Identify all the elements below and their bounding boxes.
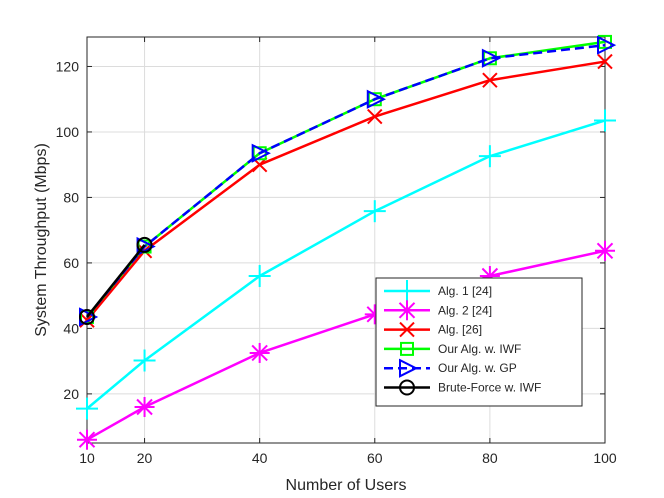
data-point [249, 342, 270, 363]
axis-ticks: 10 20 40 60 80 100 20 40 60 80 100 120 [56, 37, 617, 466]
x-tick-label: 40 [252, 450, 268, 466]
series-line [86, 244, 146, 318]
y-tick-label: 100 [56, 124, 80, 140]
legend-label: Alg. [26] [438, 323, 482, 337]
legend-entry: Alg. 1 [24] [384, 280, 492, 302]
data-point [481, 48, 502, 68]
data-point [594, 109, 616, 132]
legend-marker [396, 280, 418, 302]
series-line [86, 249, 606, 441]
plot-area [86, 36, 606, 444]
data-point [363, 200, 386, 223]
data-point [478, 145, 501, 168]
legend-marker [400, 341, 414, 356]
data-point [133, 349, 156, 372]
data-point [77, 429, 97, 450]
data-point [595, 240, 615, 261]
legend-marker [399, 379, 415, 396]
y-tick-label: 40 [63, 320, 79, 336]
legend-marker [399, 358, 419, 378]
legend-entry: Alg. 2 [24] [384, 300, 492, 321]
series-line [86, 119, 606, 410]
data-point [597, 53, 613, 70]
legend-label: Our Alg. w. IWF [438, 342, 521, 356]
series-group [76, 34, 617, 450]
y-tick-label: 20 [63, 386, 79, 402]
data-point [366, 89, 387, 109]
y-axis-label: System Throughput (Mbps) [33, 143, 50, 337]
data-point [79, 308, 95, 325]
x-tick-label: 20 [137, 450, 153, 466]
x-tick-label: 60 [367, 450, 383, 466]
series-6 [79, 236, 153, 325]
legend-entry: Our Alg. w. GP [384, 358, 517, 378]
legend-label: Alg. 2 [24] [438, 303, 492, 317]
x-axis-label: Number of Users [286, 477, 407, 494]
legend-label: Brute-Force w. IWF [438, 381, 541, 395]
legend-entry: Brute-Force w. IWF [384, 379, 541, 396]
data-point [597, 35, 617, 55]
legend-marker [399, 321, 415, 338]
y-tick-label: 60 [63, 255, 79, 271]
data-point [76, 397, 98, 420]
data-point [367, 108, 383, 125]
data-point [248, 265, 271, 288]
legend-label: Our Alg. w. GP [438, 361, 517, 375]
y-tick-label: 120 [56, 58, 80, 74]
data-point [134, 396, 155, 417]
data-point [136, 236, 153, 253]
series-line [86, 40, 606, 318]
series-1 [76, 109, 616, 420]
data-point [482, 72, 498, 88]
x-tick-label: 80 [482, 450, 498, 466]
x-tick-label: 100 [593, 450, 617, 466]
data-point [251, 143, 271, 163]
legend-label: Alg. 1 [24] [438, 284, 492, 298]
x-tick-label: 10 [79, 450, 95, 466]
y-tick-label: 80 [63, 189, 79, 205]
legend: Alg. 1 [24] Alg. 2 [24] Alg. [26] Our Alg. … [375, 277, 583, 407]
legend-entry: Our Alg. w. IWF [384, 341, 521, 356]
legend-marker [397, 300, 417, 321]
series-line [86, 43, 606, 318]
legend-entry: Alg. [26] [384, 321, 482, 338]
series-line [86, 60, 606, 322]
